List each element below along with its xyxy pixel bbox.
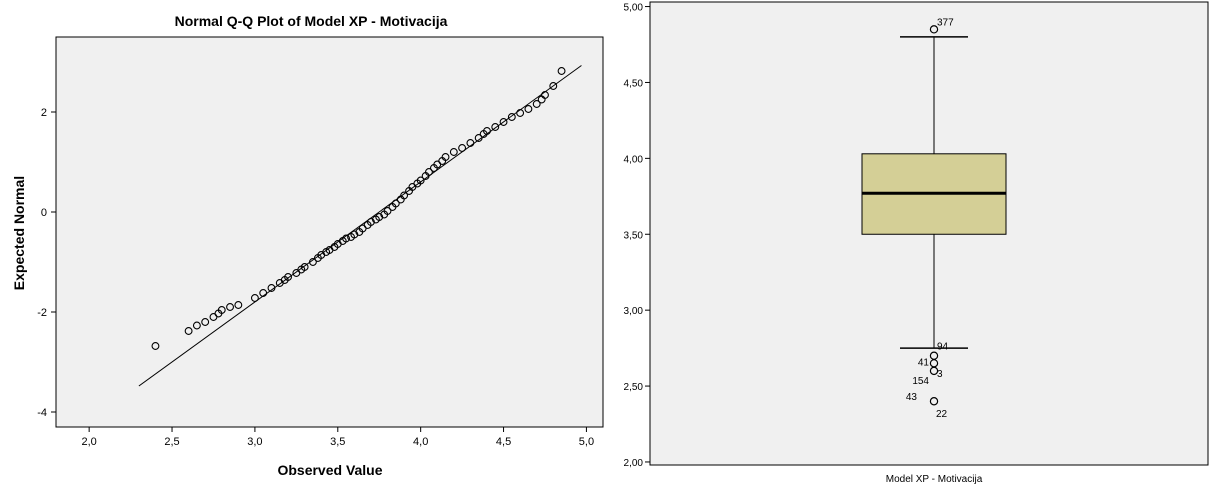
outlier-label: 377 xyxy=(937,17,954,28)
qq-x-tick-label: 2,5 xyxy=(164,436,179,448)
qq-y-tick-label: 0 xyxy=(41,207,47,219)
box-y-tick-label: 4,00 xyxy=(624,154,644,165)
box-axes: 2,00 2,50 3,00 3,50 4,00 4,50 5,00 xyxy=(624,3,650,469)
outlier-label: 41 xyxy=(918,357,930,368)
box-y-tick-label: 2,50 xyxy=(624,382,644,393)
qq-title: Normal Q-Q Plot of Model XP - Motivacija xyxy=(175,13,448,29)
qq-x-tick-label: 5,0 xyxy=(579,436,594,448)
outlier-label: 154 xyxy=(912,376,929,387)
qq-x-tick-label: 4,5 xyxy=(496,436,511,448)
outlier-label: 94 xyxy=(937,342,949,353)
qq-plot: Normal Q-Q Plot of Model XP - Motivacija… xyxy=(0,0,606,491)
qq-y-axis-label: Expected Normal xyxy=(11,176,27,290)
box-y-tick-label: 5,00 xyxy=(624,3,644,14)
qq-y-tick-label: 2 xyxy=(41,107,47,119)
qq-x-tick-label: 2,0 xyxy=(82,436,97,448)
box-y-tick-label: 3,50 xyxy=(624,230,644,241)
qq-y-tick-label: -2 xyxy=(37,307,47,319)
qq-x-tick-label: 3,5 xyxy=(330,436,345,448)
boxplot: 2,00 2,50 3,00 3,50 4,00 4,50 5,00 377 94 41 3 154… xyxy=(606,0,1212,491)
qq-x-tick-label: 4,0 xyxy=(413,436,428,448)
box-category-label: Model XP - Motivacija xyxy=(886,474,983,485)
qq-y-tick-label: -4 xyxy=(37,407,47,419)
qq-plot-area xyxy=(56,37,603,427)
outlier-label: 43 xyxy=(906,392,918,403)
outlier-label: 22 xyxy=(936,409,948,420)
box-y-tick-label: 3,00 xyxy=(624,306,644,317)
box-y-tick-label: 2,00 xyxy=(624,458,644,469)
qq-x-tick-label: 3,0 xyxy=(247,436,262,448)
box-y-tick-label: 4,50 xyxy=(624,78,644,89)
outlier-label: 3 xyxy=(937,369,943,380)
qq-x-axis-label: Observed Value xyxy=(277,462,382,478)
